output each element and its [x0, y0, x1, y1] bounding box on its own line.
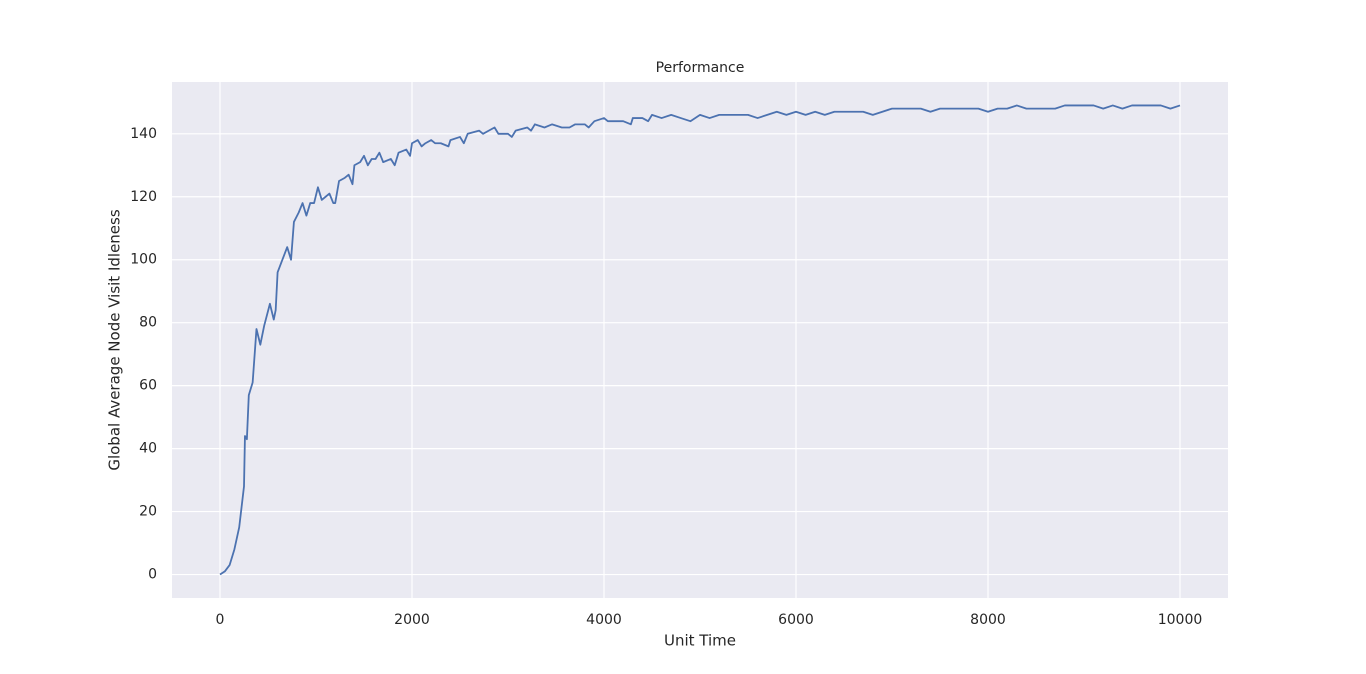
x-axis-label: Unit Time — [664, 632, 736, 650]
x-tick-label: 10000 — [1158, 612, 1203, 628]
x-tick-label: 0 — [216, 612, 225, 628]
y-tick-label: 40 — [139, 441, 157, 457]
y-axis-label: Global Average Node Visit Idleness — [106, 209, 124, 471]
x-tick-label: 4000 — [586, 612, 622, 628]
y-tick-label: 140 — [130, 126, 157, 142]
y-tick-label: 80 — [139, 315, 157, 331]
y-tick-label: 0 — [148, 567, 157, 583]
y-tick-label: 60 — [139, 378, 157, 394]
plot-area — [172, 82, 1228, 598]
x-tick-label: 8000 — [970, 612, 1006, 628]
x-tick-label: 2000 — [394, 612, 430, 628]
chart-title: Performance — [656, 60, 745, 76]
y-tick-label: 100 — [130, 252, 157, 268]
x-tick-label: 6000 — [778, 612, 814, 628]
y-tick-label: 120 — [130, 189, 157, 205]
data-line — [219, 104, 1181, 576]
y-tick-label: 20 — [139, 504, 157, 520]
